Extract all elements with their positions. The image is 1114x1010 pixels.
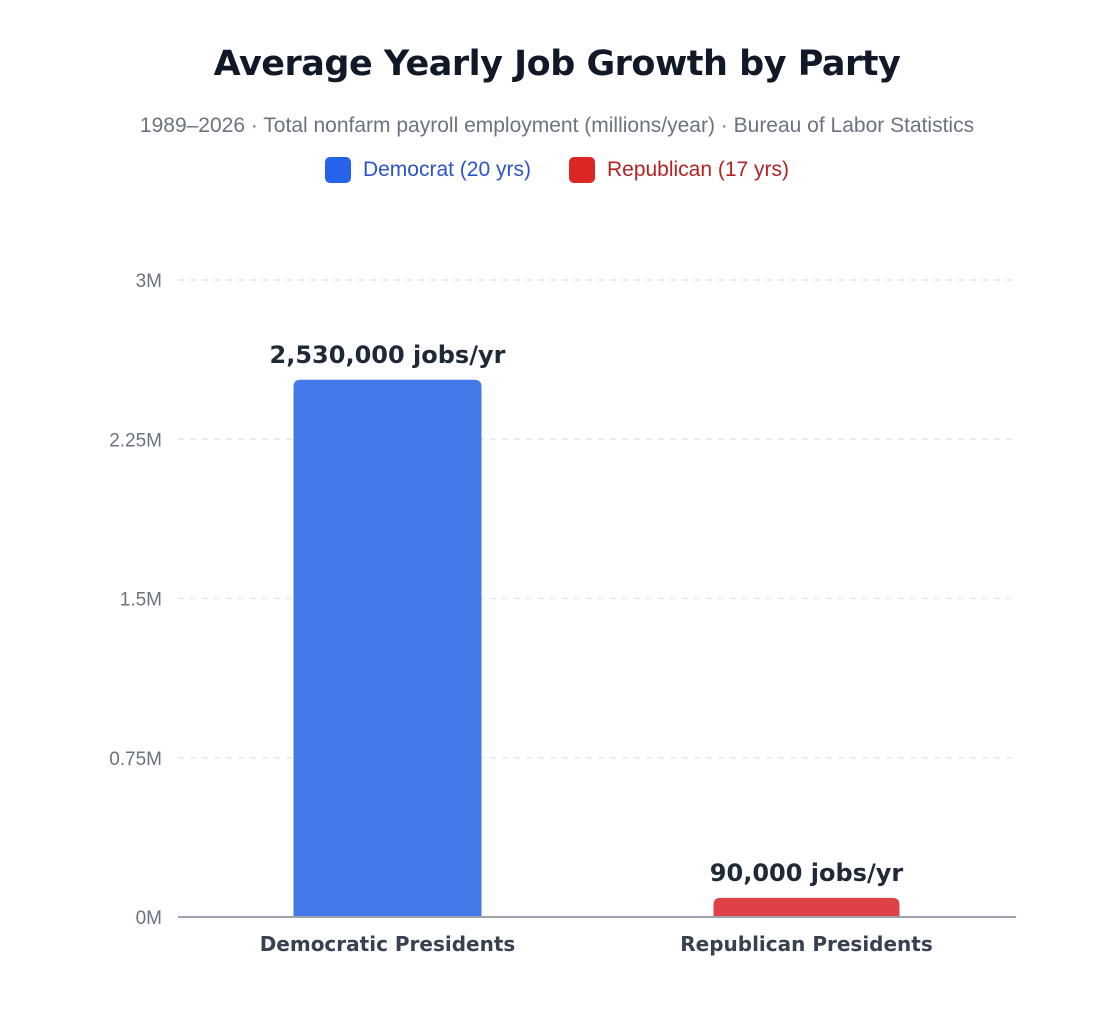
legend-item-republican[interactable]: Republican (17 yrs) (568, 157, 790, 183)
y-tick-label: 3M (136, 271, 162, 292)
legend-label-democrat: Democrat (20 yrs) (362, 158, 531, 181)
bar-democrat[interactable] (293, 379, 482, 918)
legend-swatch-republican (568, 157, 595, 183)
y-tick-label: 0.75M (109, 749, 162, 770)
bar-data-label: 2,530,000 jobs/yr (270, 341, 506, 369)
chart-subtitle: 1989–2026 · Total nonfarm payroll employ… (139, 114, 975, 137)
bar-data-label: 90,000 jobs/yr (710, 859, 904, 887)
x-category-label: Republican Presidents (680, 932, 933, 956)
legend-swatch-democrat (324, 157, 351, 183)
y-tick-label: 2.25M (109, 430, 162, 451)
x-category-label: Democratic Presidents (260, 932, 516, 956)
y-tick-label: 0M (136, 908, 162, 929)
chart-legend: Democrat (20 yrs) Republican (17 yrs) (0, 157, 1114, 183)
bar-republican[interactable] (713, 897, 900, 917)
y-tick-label: 1.5M (120, 590, 162, 611)
legend-label-republican: Republican (17 yrs) (606, 158, 790, 181)
legend-item-democrat[interactable]: Democrat (20 yrs) (324, 157, 531, 183)
chart-title: Average Yearly Job Growth by Party (213, 44, 901, 84)
